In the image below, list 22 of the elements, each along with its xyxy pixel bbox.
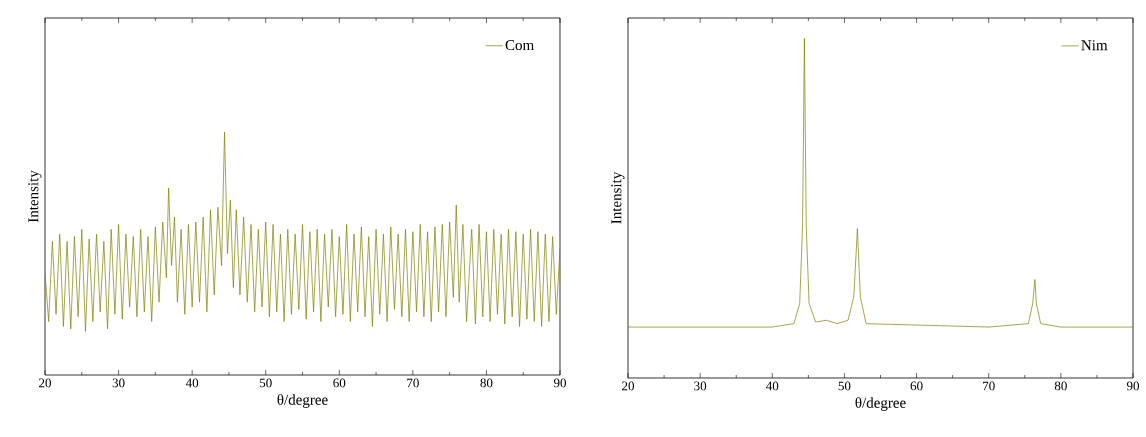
x-tick-label: 20 [622,381,635,391]
x-tick-label: 40 [185,378,199,388]
x-tick-label: 30 [112,378,125,388]
x-tick-label: 60 [910,381,923,391]
x-tick-label: 80 [480,378,493,388]
x-tick-label: 60 [333,378,346,388]
y-axis-title: Intensity [28,170,42,223]
x-tick-label: 50 [838,381,851,391]
x-axis-title: θ/degree [277,394,328,408]
x-tick-label: 50 [259,378,272,388]
x-tick-label: 20 [39,378,52,388]
x-tick-label: 70 [407,378,419,388]
x-tick-label: 80 [1054,381,1067,391]
legend-label: Com [505,40,534,51]
y-axis-title: Intensity [611,171,625,224]
x-tick-label: 30 [694,381,707,391]
x-tick-label: 40 [766,381,779,391]
x-axis-title: θ/degree [855,397,906,411]
x-tick-label: 90 [1126,381,1140,391]
x-tick-label: 70 [983,381,995,391]
legend-label: Nim [1081,40,1108,51]
x-tick-label: 90 [553,378,567,388]
